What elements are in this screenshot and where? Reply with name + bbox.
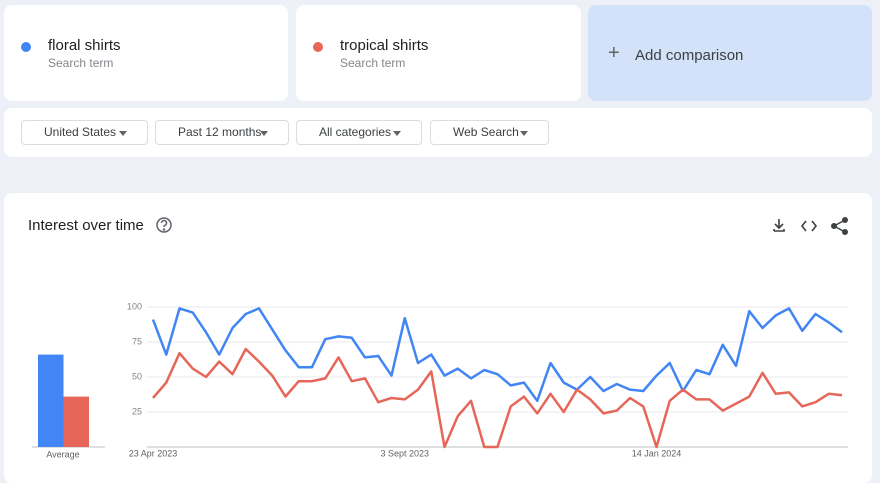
term-caption: Search term: [340, 56, 406, 70]
add-comparison[interactable]: + Add comparison: [588, 5, 872, 101]
page: floral shirts Search term tropical shirt…: [4, 5, 872, 483]
chart-card: [4, 193, 872, 483]
y-tick-label: 25: [132, 406, 142, 416]
series-line: [152, 347, 843, 449]
x-tick-label: 23 Apr 2023: [129, 448, 178, 458]
term-card[interactable]: tropical shirts Search term: [296, 5, 581, 101]
term-card[interactable]: floral shirts Search term: [4, 5, 288, 101]
x-tick-label: 14 Jan 2024: [632, 448, 682, 458]
average-bar: [63, 396, 89, 447]
download-icon[interactable]: [773, 219, 785, 232]
term-dot: [21, 42, 31, 52]
filter-dropdown[interactable]: Past 12 months: [155, 120, 289, 145]
term-dot: [313, 42, 323, 52]
x-tick-label: 3 Sept 2023: [380, 448, 429, 458]
term-name: floral shirts: [48, 37, 121, 54]
chart-title: Interest over time: [28, 217, 144, 234]
share-icon[interactable]: [831, 216, 849, 235]
filter-dropdown[interactable]: All categories: [296, 120, 422, 145]
term-caption: Search term: [48, 56, 114, 70]
average-bar: [38, 354, 64, 447]
series-line: [151, 307, 843, 403]
add-comparison-label: Add comparison: [635, 47, 744, 64]
y-tick-label: 100: [127, 301, 142, 311]
embed-icon[interactable]: [800, 220, 818, 232]
chart: Interest over time Average 25 50 75 100 23 A…: [28, 216, 849, 459]
plus-icon: +: [608, 42, 620, 64]
average-label: Average: [46, 449, 79, 459]
y-tick-label: 75: [132, 336, 142, 346]
y-tick-label: 50: [132, 371, 142, 381]
help-icon[interactable]: [156, 217, 172, 233]
filter-dropdown[interactable]: Web Search: [430, 120, 549, 145]
term-name: tropical shirts: [340, 37, 429, 54]
filter-dropdown[interactable]: United States: [21, 120, 148, 145]
